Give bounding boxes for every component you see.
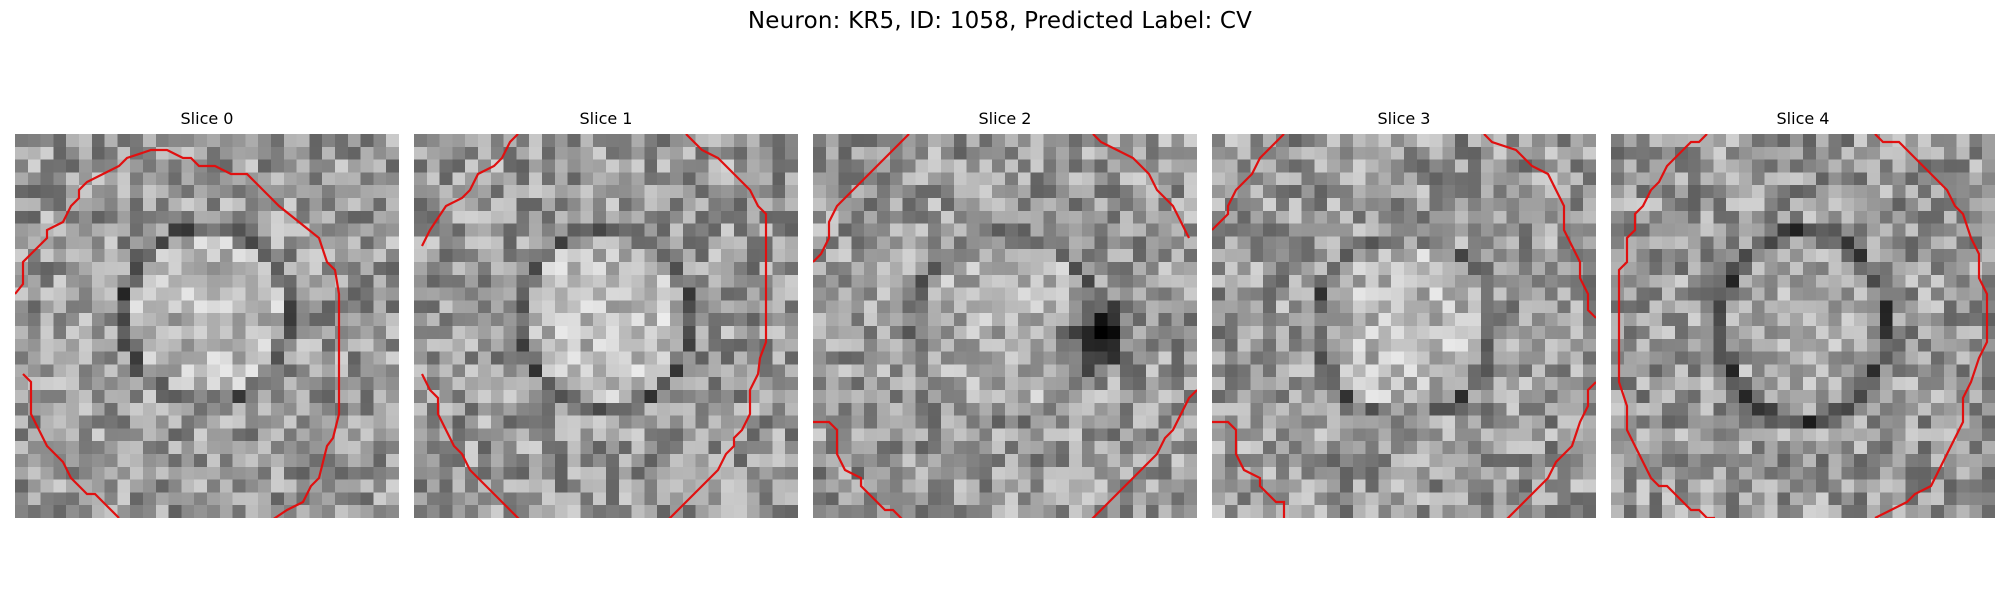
contour-line — [1092, 134, 1190, 239]
slice-title: Slice 2 — [978, 109, 1032, 128]
contour-line — [421, 134, 519, 247]
slice-panel-1: Slice 1 — [414, 108, 798, 518]
slice-panel-4: Slice 4 — [1611, 108, 1995, 518]
slice-image — [813, 134, 1197, 518]
contour-overlay — [1617, 134, 1989, 518]
contour-line — [1212, 134, 1285, 231]
contour-line — [1091, 389, 1197, 518]
contour-overlay — [813, 134, 1197, 518]
slice-image — [1212, 134, 1596, 518]
slice-panel-3: Slice 3 — [1212, 108, 1596, 518]
slice-image — [414, 134, 798, 518]
contour-line — [1212, 420, 1286, 518]
slice-panel-2: Slice 2 — [813, 108, 1197, 518]
contour-line — [22, 373, 120, 518]
contour-overlay — [1212, 134, 1596, 518]
slice-title: Slice 0 — [180, 109, 234, 128]
slice-title: Slice 3 — [1377, 109, 1431, 128]
contour-line — [668, 134, 768, 518]
contour-line — [813, 134, 910, 263]
slice-title: Slice 4 — [1776, 109, 1830, 128]
contour-line — [813, 420, 903, 518]
slice-panel-0: Slice 0 — [15, 108, 399, 518]
contour-line — [15, 148, 341, 518]
slice-title: Slice 1 — [579, 109, 633, 128]
contour-line — [1483, 134, 1596, 319]
contour-line — [421, 373, 520, 518]
contour-overlay — [15, 148, 341, 518]
contour-line — [1617, 134, 1715, 518]
contour-overlay — [421, 134, 768, 518]
contour-line — [1874, 134, 1989, 518]
figure-title: Neuron: KR5, ID: 1058, Predicted Label: … — [747, 8, 1253, 34]
slice-image — [1611, 134, 1995, 518]
contour-line — [1506, 381, 1596, 518]
